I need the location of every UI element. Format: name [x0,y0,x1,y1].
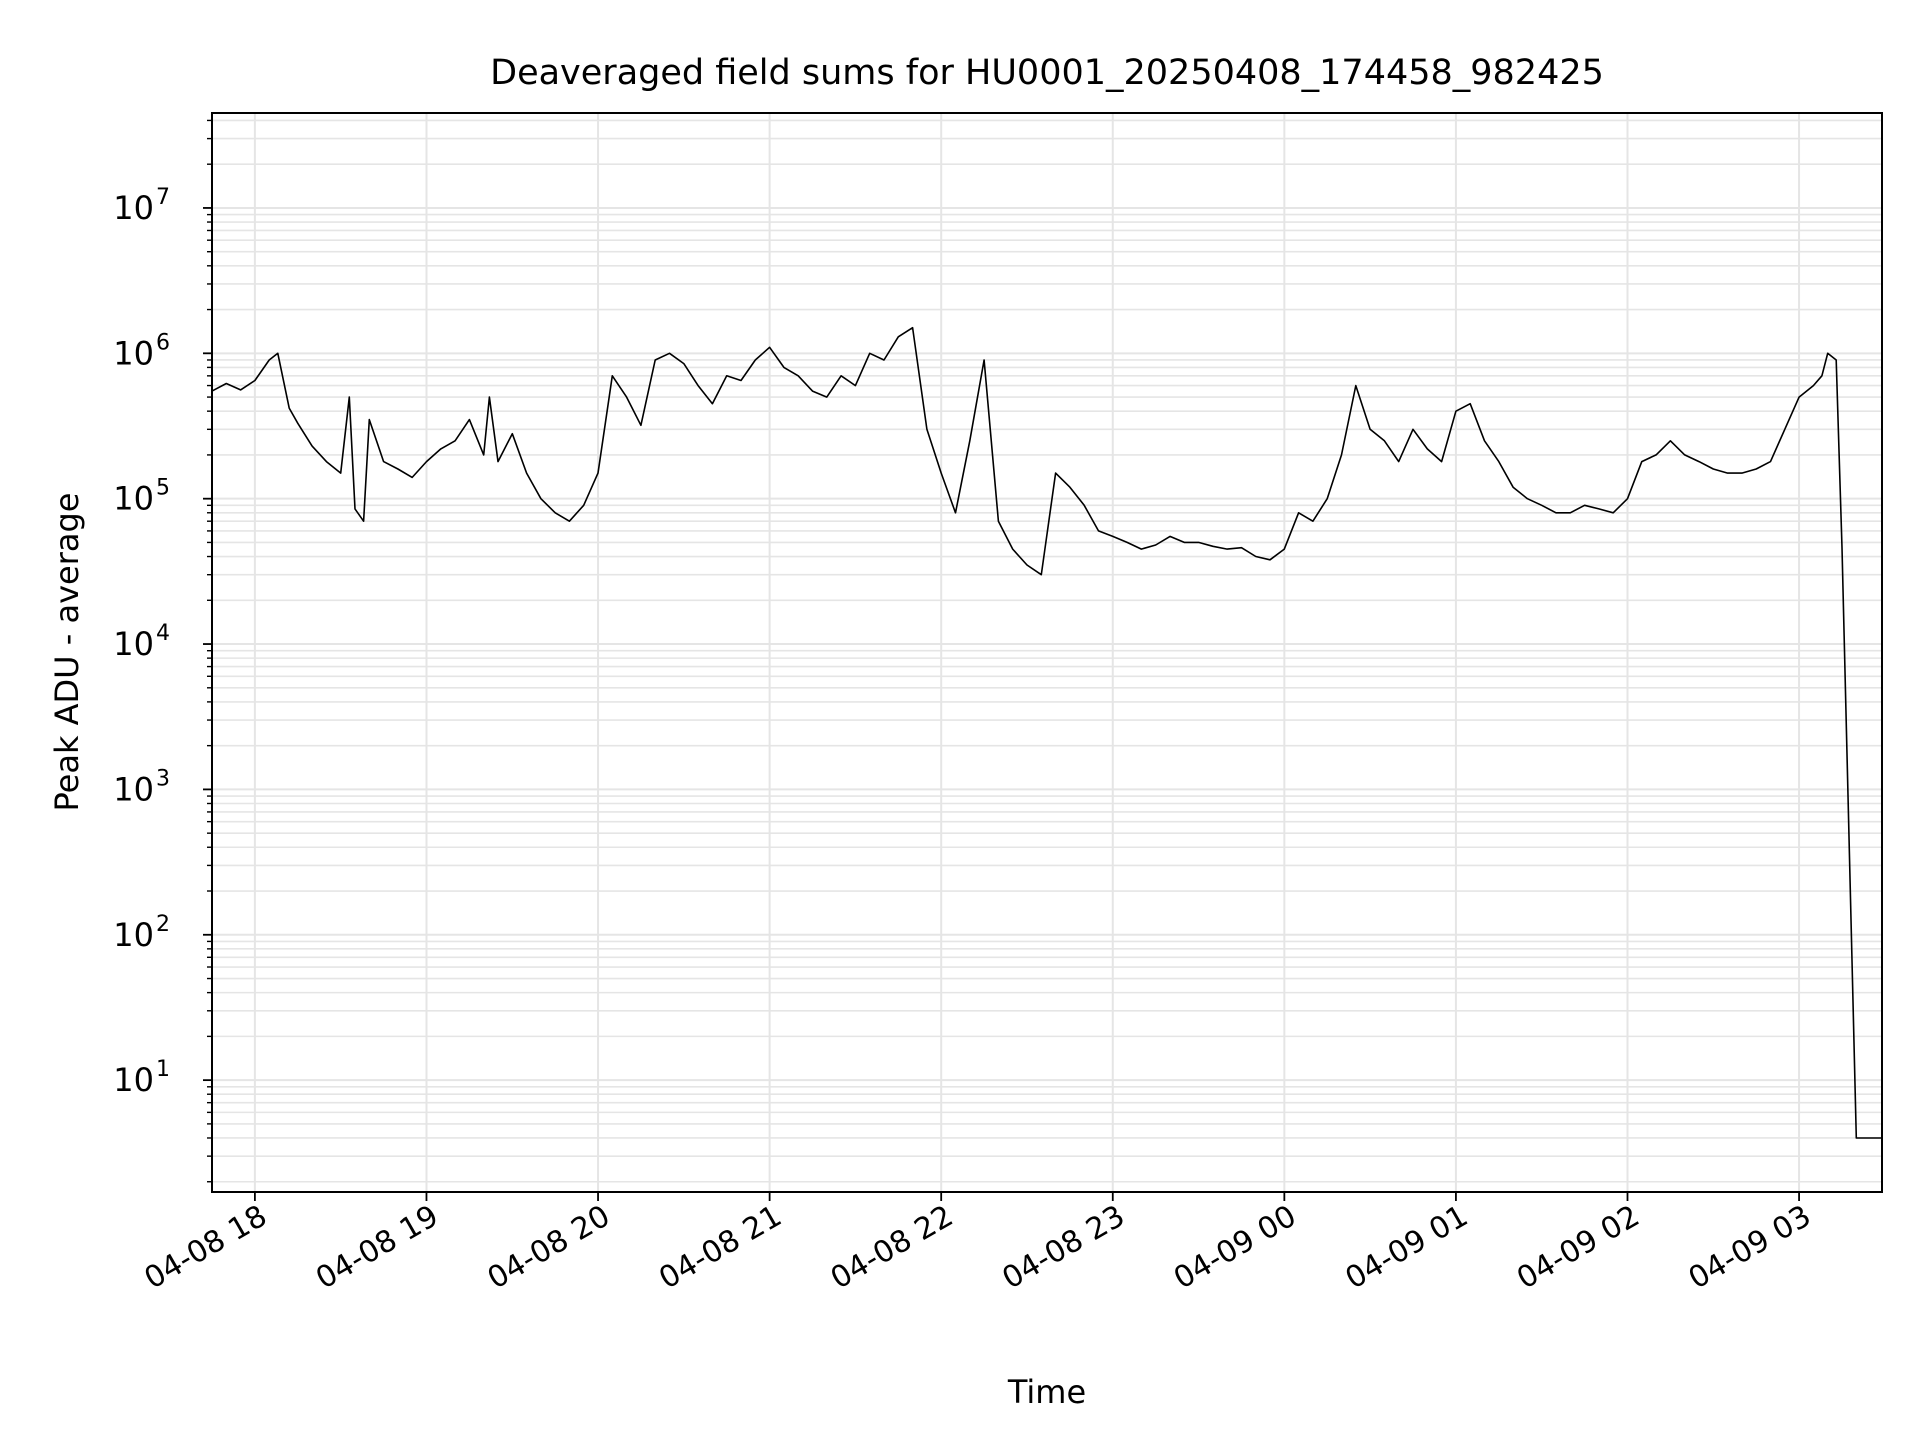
y-tick-label-exponent: 3 [156,766,170,791]
y-tick-label: 10 [113,770,154,808]
y-tick-label: 10 [113,480,154,518]
y-tick-label: 10 [113,625,154,663]
data-layer [211,326,1882,1139]
grid-layer [212,113,1882,1192]
y-tick-label-exponent: 1 [156,1057,170,1082]
y-tick-label-exponent: 2 [156,912,170,937]
y-tick-label: 10 [113,1061,154,1099]
y-axis-label: Peak ADU - average [48,493,86,812]
y-tick-label-exponent: 4 [156,621,170,646]
y-tick-label-exponent: 5 [156,476,170,501]
y-tick-label-exponent: 6 [156,330,170,355]
series-line [211,326,1882,1139]
y-tick-label: 10 [113,916,154,954]
y-tick-label: 10 [113,334,154,372]
y-tick-label-exponent: 7 [156,185,170,210]
chart-title: Deaveraged field sums for HU0001_2025040… [490,53,1604,93]
x-axis-label: Time [1007,1373,1086,1411]
y-tick-label: 10 [113,189,154,227]
plot-frame [211,112,1883,1193]
